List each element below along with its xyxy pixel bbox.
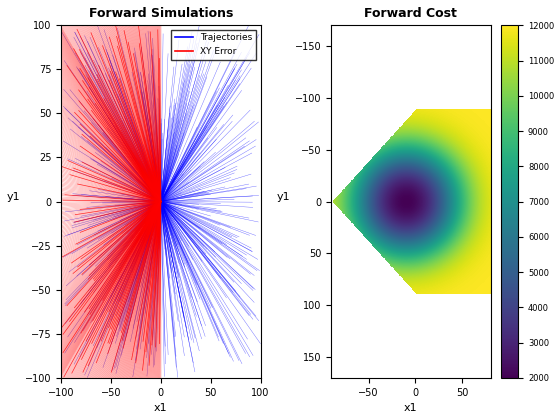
Title: Forward Cost: Forward Cost [365,7,457,20]
Title: Forward Simulations: Forward Simulations [88,7,233,20]
Y-axis label: y1: y1 [7,192,21,202]
X-axis label: x1: x1 [404,403,418,413]
X-axis label: x1: x1 [154,403,167,413]
Y-axis label: y1: y1 [277,192,290,202]
Legend: Trajectories, XY Error: Trajectories, XY Error [171,30,256,60]
